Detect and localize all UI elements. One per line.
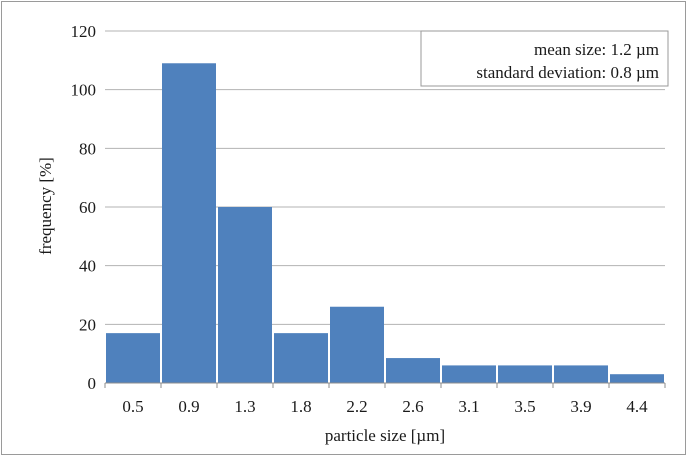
histogram-bar xyxy=(554,365,608,383)
y-tick-label: 60 xyxy=(79,198,96,217)
histogram-bar xyxy=(442,365,496,383)
tick-labels: 0 20 40 60 80 100 120 0.5 0.9 1.3 1.8 2.2 2.6 3.1 3.5 3… xyxy=(71,22,649,416)
histogram-bar xyxy=(498,365,552,383)
histogram-bar xyxy=(162,63,216,384)
y-tick-label: 40 xyxy=(79,257,96,276)
histogram-bar xyxy=(106,333,160,383)
histogram-bar xyxy=(218,207,272,383)
x-tick-label: 3.5 xyxy=(514,397,535,416)
axes xyxy=(104,382,666,388)
std-deviation-annotation: standard deviation: 0.8 µm xyxy=(476,63,659,82)
y-tick-label: 100 xyxy=(71,81,97,100)
x-tick-label: 4.4 xyxy=(626,397,648,416)
y-tick-label: 0 xyxy=(88,374,97,393)
stats-annotation-box: mean size: 1.2 µm standard deviation: 0.… xyxy=(420,30,669,87)
x-tick-label: 2.6 xyxy=(402,397,423,416)
y-tick-label: 120 xyxy=(71,22,97,41)
x-tick-label: 0.9 xyxy=(178,397,199,416)
x-tick-label: 0.5 xyxy=(122,397,143,416)
stats-box-border xyxy=(420,30,669,87)
mean-size-annotation: mean size: 1.2 µm xyxy=(534,40,659,59)
y-axis-title: frequency [%] xyxy=(36,157,55,255)
x-tick-label: 2.2 xyxy=(346,397,367,416)
bars xyxy=(106,63,664,384)
x-axis-title: particle size [µm] xyxy=(325,426,445,445)
y-tick-label: 80 xyxy=(79,139,96,158)
histogram-bar xyxy=(330,306,384,383)
x-tick-label: 1.8 xyxy=(290,397,311,416)
histogram-bar xyxy=(610,374,664,383)
histogram-bar xyxy=(386,358,440,383)
x-tick-label: 3.9 xyxy=(570,397,591,416)
x-tick-label: 1.3 xyxy=(234,397,255,416)
y-tick-label: 20 xyxy=(79,315,96,334)
histogram-bar xyxy=(274,333,328,383)
x-tick-label: 3.1 xyxy=(458,397,479,416)
